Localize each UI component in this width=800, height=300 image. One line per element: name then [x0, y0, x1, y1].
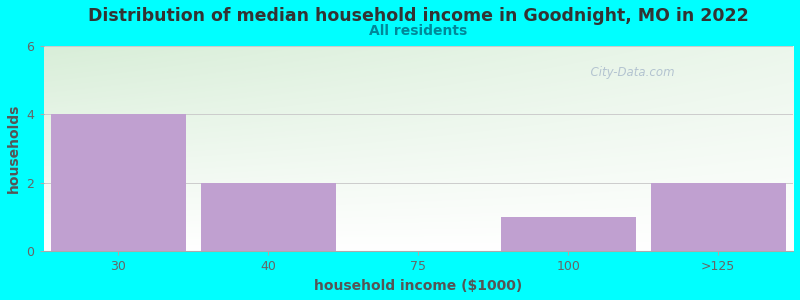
Y-axis label: households: households	[7, 104, 21, 194]
Bar	[51, 115, 186, 251]
Bar	[501, 217, 636, 251]
Text: City-Data.com: City-Data.com	[583, 67, 675, 80]
Text: All residents: All residents	[369, 24, 467, 38]
X-axis label: household income ($1000): household income ($1000)	[314, 279, 522, 293]
Bar	[201, 183, 336, 251]
Bar	[650, 183, 786, 251]
Title: Distribution of median household income in Goodnight, MO in 2022: Distribution of median household income …	[88, 7, 749, 25]
